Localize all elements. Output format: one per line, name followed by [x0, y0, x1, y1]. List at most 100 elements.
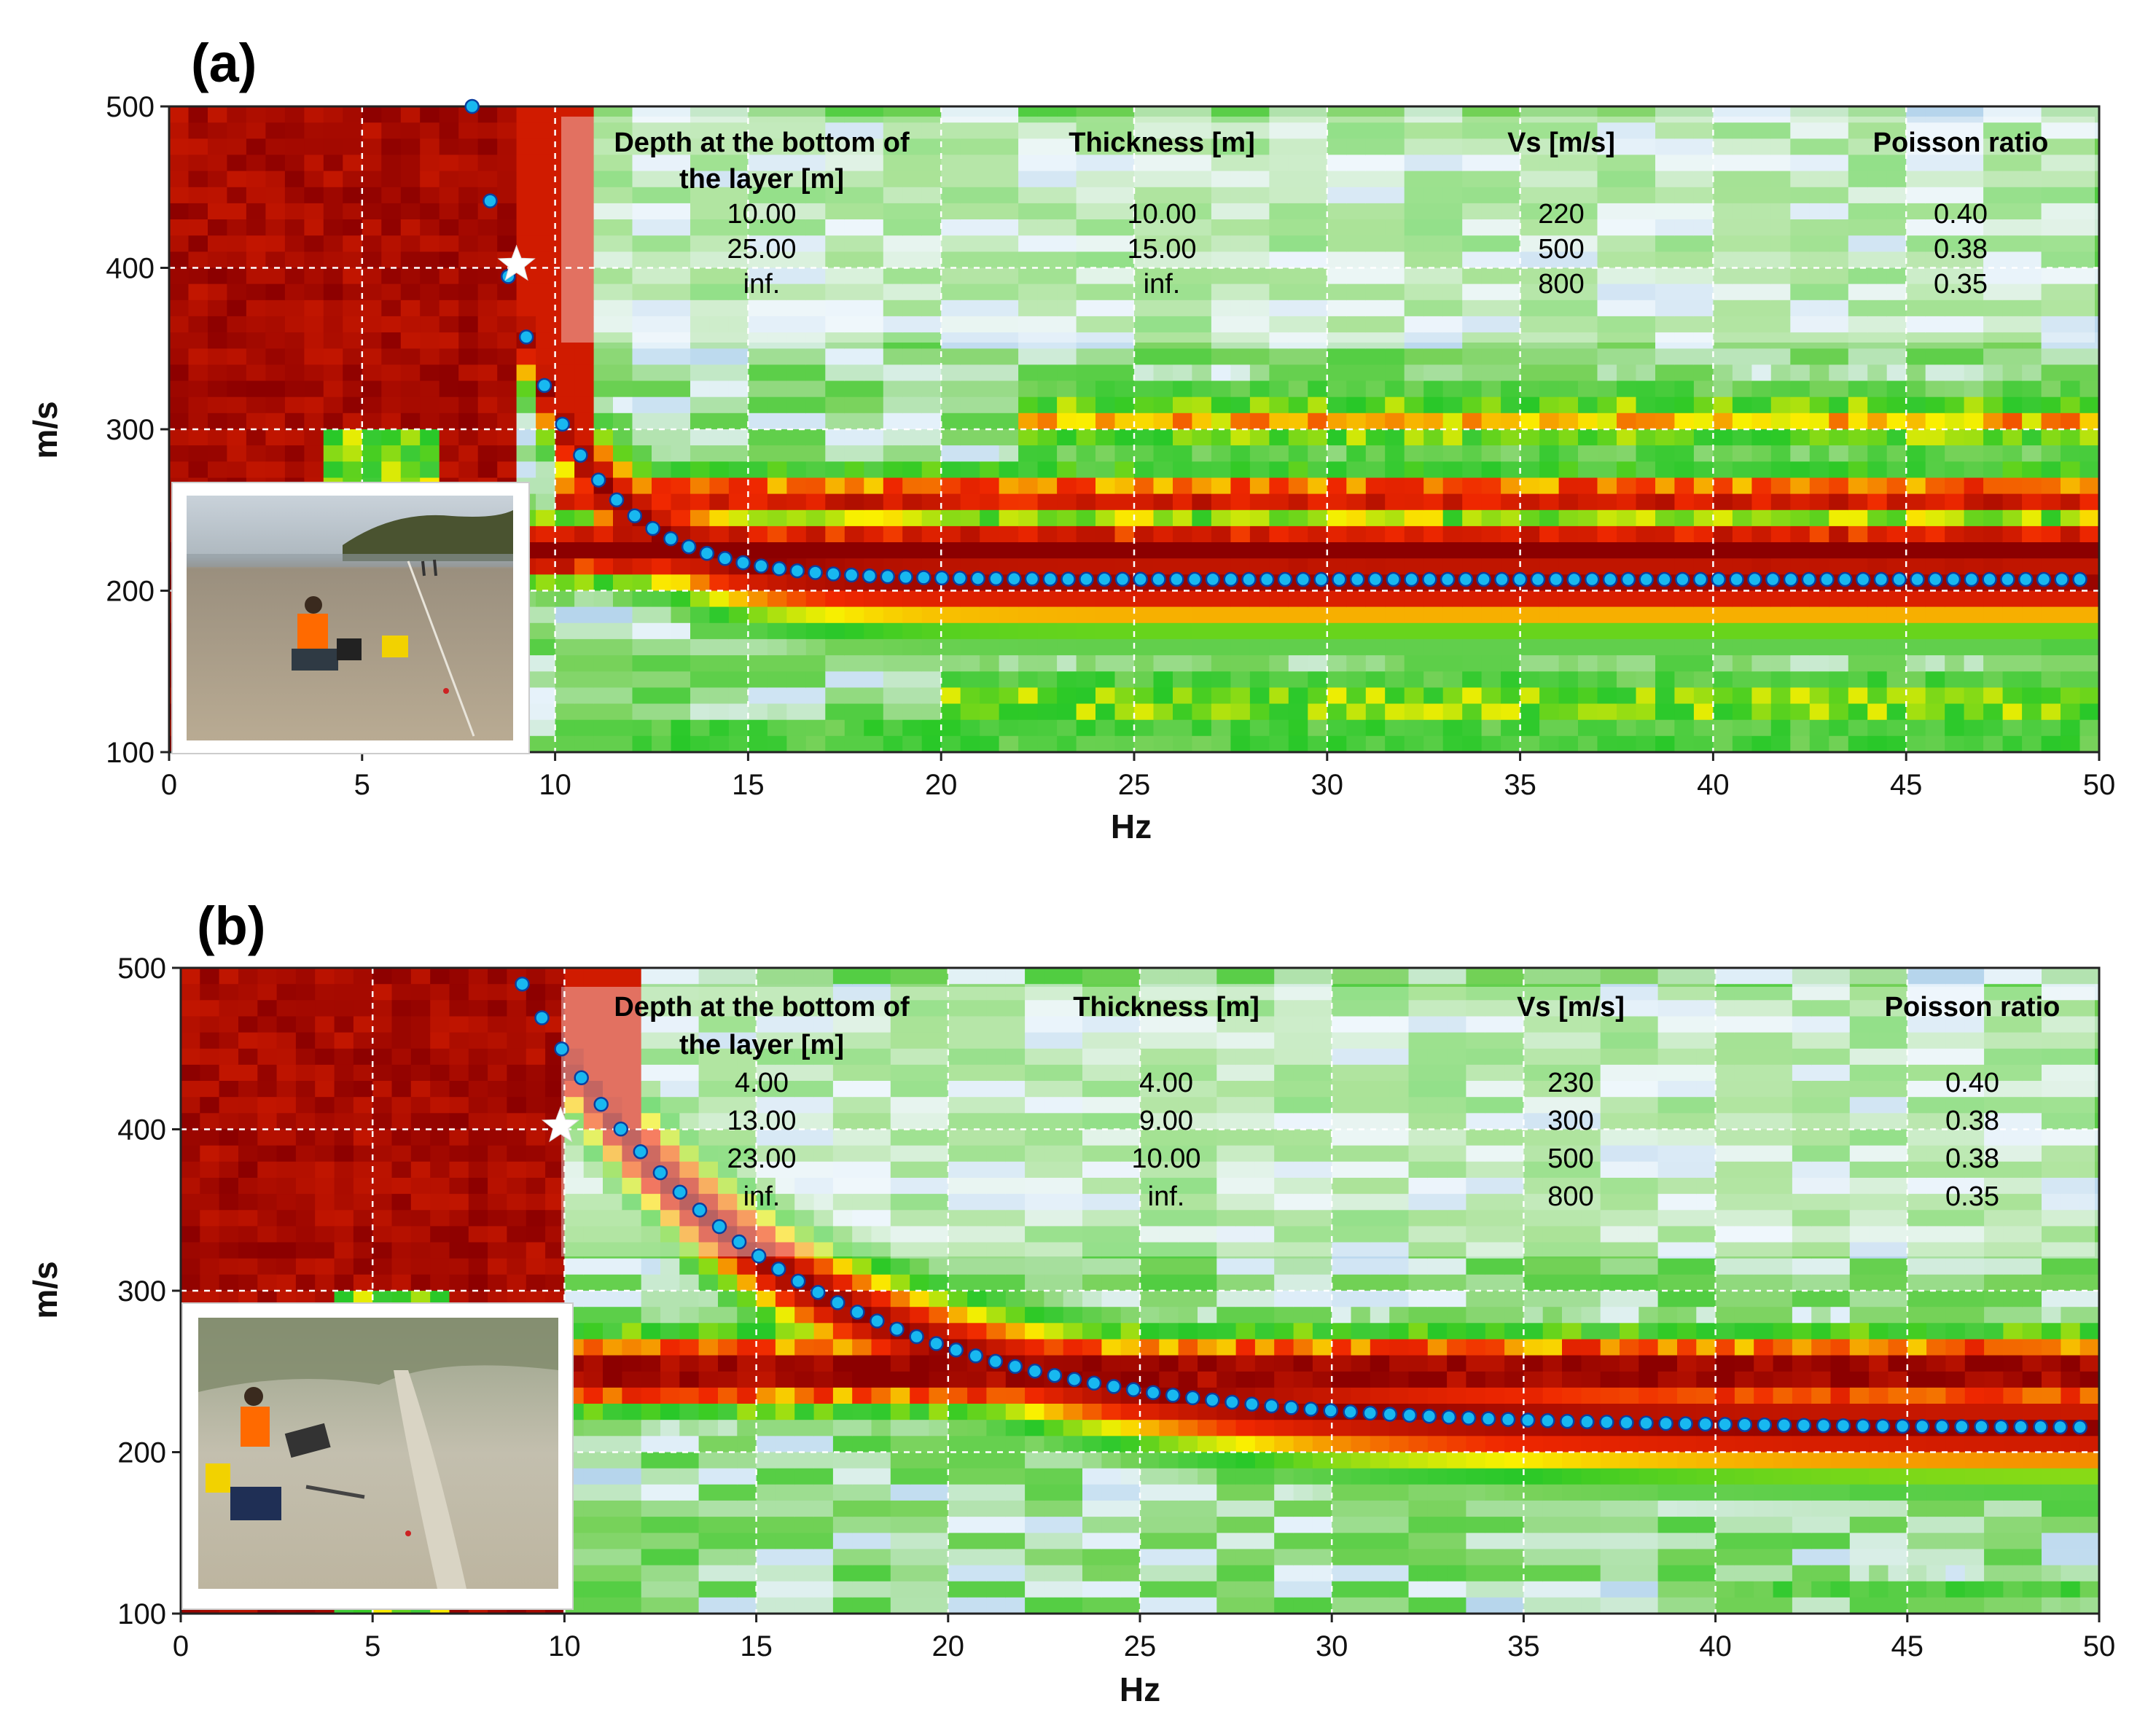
heatmap-cell [189, 364, 208, 381]
heatmap-cell [1154, 720, 1173, 737]
heatmap-cell [1636, 461, 1656, 478]
heatmap-cell [1501, 478, 1520, 495]
heatmap-cell [517, 138, 536, 155]
heatmap-cell [488, 984, 507, 1001]
heatmap-cell [1655, 526, 1675, 543]
heatmap-cell [1617, 671, 1636, 688]
heatmap-cell [1327, 478, 1347, 495]
heatmap-cell [324, 171, 343, 188]
heatmap-cell [2003, 364, 2023, 381]
heatmap-cell [381, 364, 401, 381]
heatmap-cell [1867, 558, 1887, 575]
heatmap-cell [1829, 607, 1848, 624]
heatmap-cell [1520, 429, 1540, 446]
heatmap-cell [941, 687, 961, 704]
heatmap-cell [1926, 591, 1945, 608]
heatmap-cell [1598, 364, 1617, 381]
heatmap-cell [189, 413, 208, 430]
dispersion-point [1694, 573, 1707, 586]
heatmap-cell [786, 397, 806, 414]
heatmap-cell [786, 607, 806, 624]
heatmap-cell [1655, 687, 1675, 704]
heatmap-cell [1636, 720, 1656, 737]
table-a-header-depth-2: the layer [m] [679, 164, 844, 195]
heatmap-cell [1095, 413, 1115, 430]
heatmap-cell [440, 413, 459, 430]
heatmap-cell [246, 413, 266, 430]
heatmap-cell [825, 348, 845, 365]
heatmap-cell [555, 542, 575, 559]
heatmap-cell [1539, 413, 1559, 430]
dispersion-point [953, 571, 966, 585]
heatmap-cell [1018, 671, 1038, 688]
heatmap-cell [690, 687, 710, 704]
heatmap-cell [526, 1178, 546, 1195]
heatmap-cell [1173, 623, 1192, 640]
heatmap-cell [420, 429, 440, 446]
heatmap-cell [748, 607, 768, 624]
heatmap-cell [980, 655, 999, 672]
heatmap-cell [768, 526, 787, 543]
heatmap-cell [277, 968, 297, 985]
heatmap-cell [1366, 494, 1386, 511]
heatmap-cell [1674, 671, 1694, 688]
heatmap-cell [1115, 655, 1135, 672]
heatmap-cell [200, 1081, 219, 1098]
heatmap-cell [613, 364, 633, 381]
heatmap-cell [748, 655, 768, 672]
heatmap-cell [1617, 526, 1636, 543]
heatmap-cell [381, 381, 401, 398]
heatmap-cell [1018, 607, 1038, 624]
heatmap-cell [594, 574, 614, 591]
heatmap-cell [1250, 542, 1270, 559]
heatmap-cell [1482, 720, 1501, 737]
heatmap-cell [1057, 494, 1077, 511]
heatmap-cell [864, 397, 883, 414]
heatmap-cell [1077, 639, 1096, 656]
dispersion-point [1315, 573, 1328, 586]
heatmap-cell [372, 1259, 392, 1275]
heatmap-cell [1038, 381, 1058, 398]
heatmap-cell [1887, 720, 1907, 737]
heatmap-cell [1308, 494, 1327, 511]
heatmap-cell [2003, 526, 2023, 543]
heatmap-cell [1385, 364, 1405, 381]
heatmap-cell [633, 542, 652, 559]
heatmap-cell [430, 1130, 450, 1146]
heatmap-cell [1520, 720, 1540, 737]
heatmap-cell [1423, 494, 1443, 511]
heatmap-cell [1887, 704, 1907, 721]
heatmap-cell [1192, 364, 1211, 381]
heatmap-cell [354, 1017, 373, 1033]
heatmap-cell [1269, 478, 1289, 495]
heatmap-cell [1733, 429, 1752, 446]
heatmap-cell [555, 478, 575, 495]
heatmap-cell [806, 429, 826, 446]
heatmap-cell [478, 155, 498, 171]
heatmap-cell [1095, 429, 1115, 446]
heatmap-cell [181, 1113, 200, 1130]
heatmap-cell [980, 639, 999, 656]
heatmap-cell [219, 1275, 239, 1291]
heatmap-cell [999, 720, 1019, 737]
heatmap-cell [1405, 542, 1424, 559]
heatmap-cell [1694, 704, 1714, 721]
heatmap-cell [941, 591, 961, 608]
heatmap-cell [1771, 687, 1791, 704]
heatmap-cell [2061, 494, 2080, 511]
x-tick-label: 15 [732, 769, 765, 801]
heatmap-cell [709, 574, 729, 591]
heatmap-cell [690, 364, 710, 381]
heatmap-cell [517, 122, 536, 139]
heatmap-cell [594, 558, 614, 575]
heatmap-cell [1192, 413, 1211, 430]
heatmap-cell [1906, 687, 1926, 704]
heatmap-cell [845, 607, 864, 624]
heatmap-cell [411, 1243, 431, 1259]
heatmap-cell [440, 445, 459, 462]
heatmap-cell [555, 655, 575, 672]
heatmap-cell [1713, 381, 1733, 398]
heatmap-cell [1038, 510, 1058, 527]
heatmap-cell [980, 381, 999, 398]
heatmap-cell [806, 704, 826, 721]
